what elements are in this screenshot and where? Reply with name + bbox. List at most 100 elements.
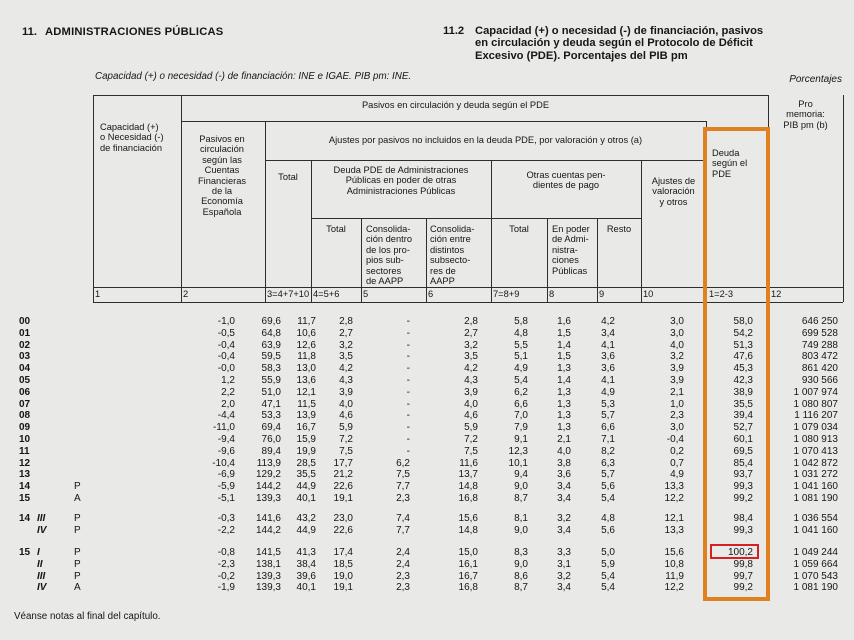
value-cell: 1 041 160 [793,481,839,493]
value-cell: 40,1 [296,582,316,594]
value-cell: 7,2 [339,433,353,445]
row-year-label: 00 [19,316,31,327]
value-cell: 3,5 [339,351,353,363]
column-numbers-row: 1 2 3=4+7+10 4=5+6 5 6 7=8+9 8 9 10 1=2-3 12 [0,289,854,302]
value-cell: 19,1 [333,582,353,594]
value-cell: 38,4 [296,558,316,570]
value-cell: 9,1 [514,433,528,445]
value-cell: 1 080 913 [793,433,839,445]
value-cell: 99,8 [733,558,753,570]
table-row: 08 -4,4 53,3 13,9 4,6 - 4,6 7,0 1,3 5,7 2,3 39,4 1 1… [0,410,854,422]
value-cell: 139,3 [255,492,281,504]
value-cell: 19,9 [296,445,316,457]
value-cell: - [406,339,410,351]
value-cell: -9,6 [217,445,235,457]
value-cell: 99,3 [733,524,753,536]
table-rule [547,218,548,302]
value-cell: 45,3 [733,363,753,375]
value-cell: - [406,422,410,434]
value-cell: 13,6 [296,374,316,386]
value-cell: 58,0 [733,316,753,327]
value-cell: 42,3 [733,374,753,386]
value-cell: 2,7 [339,327,353,339]
value-cell: - [406,445,410,457]
value-cell: 19,0 [333,570,353,582]
row-year-label: 08 [19,410,31,422]
value-cell: 1,4 [557,339,571,351]
value-cell: - [406,327,410,339]
value-cell: 3,9 [339,386,353,398]
table-number: 11.2 [443,25,465,37]
header-group-deuda-aapp: Deuda PDE de Administraciones Públicas e… [333,165,469,196]
table-rule [843,95,844,302]
value-cell: 39,6 [296,570,316,582]
value-cell: 3,2 [339,339,353,351]
value-cell: 1 081 190 [793,582,839,594]
value-cell: 803 472 [801,351,838,363]
table-rule [641,160,642,302]
row-quarter-label: III [37,570,46,582]
row-status-label: P [74,481,81,493]
column-number: 12 [771,289,782,299]
table-row: 10 -9,4 76,0 15,9 7,2 - 7,2 9,1 2,1 7,1 -0,4 60,1 1 … [0,434,854,446]
value-cell: 2,2 [221,386,235,398]
value-cell: 3,4 [557,582,571,594]
value-cell: 35,5 [296,469,316,481]
value-cell: 4,8 [601,513,615,524]
row-quarter-label: IV [37,524,47,536]
value-cell: 54,2 [733,327,753,339]
value-cell: 8,7 [514,582,528,594]
value-cell: 1 059 664 [793,558,839,570]
value-cell: 4,1 [601,339,615,351]
value-cell: 113,9 [256,457,281,469]
value-cell: 4,2 [339,363,353,375]
value-cell: 1 116 207 [794,410,838,422]
value-cell: 63,9 [261,339,281,351]
value-cell: 3,3 [557,547,571,558]
value-cell: 7,7 [396,524,410,536]
value-cell: -0,2 [217,570,235,582]
header-en-poder: En poder de Admi- nistra- ciones Pública… [552,224,590,276]
value-cell: 1,5 [557,351,571,363]
value-cell: 47,6 [733,351,753,363]
alert-highlight-box [710,544,759,559]
value-cell: 5,4 [601,582,615,594]
column-number: 4=5+6 [313,289,340,299]
value-cell: 16,7 [458,570,478,582]
value-cell: 5,0 [601,547,615,558]
table-row: 01 -0,5 64,8 10,6 2,7 - 2,7 4,8 1,5 3,4 3,0 54,2 699… [0,328,854,340]
value-cell: -0,4 [217,351,235,363]
value-cell: 5,4 [601,492,615,504]
value-cell: 53,3 [261,410,281,422]
source-note: Capacidad (+) o necesidad (-) de financi… [95,71,412,82]
value-cell: 40,1 [296,492,316,504]
table-row: 02 -0,4 63,9 12,6 3,2 - 3,2 5,5 1,4 4,1 4,0 51,3 749… [0,340,854,352]
page-title: ADMINISTRACIONES PÚBLICAS [45,26,224,38]
row-quarter-label: IV [37,582,47,594]
units-label: Porcentajes [789,74,842,85]
column-number: 5 [363,289,369,299]
value-cell: 12,1 [664,513,684,524]
value-cell: 99,7 [733,570,753,582]
value-cell: 3,6 [601,363,615,375]
value-cell: 12,6 [296,339,316,351]
value-cell: 4,6 [464,410,478,422]
header-total-4: Total [326,224,346,234]
value-cell: 3,2 [557,513,571,524]
highlight-column-box [703,127,770,601]
value-cell: 13,9 [296,410,316,422]
value-cell: 64,8 [261,327,281,339]
header-pasivos-cuentas: Pasivos en circulación según las Cuentas… [197,134,247,217]
table-rule [361,218,362,302]
value-cell: 7,5 [396,469,410,481]
header-pro-memoria: Pro memoria: PIB pm (b) [783,99,828,130]
value-cell: 6,3 [601,457,615,469]
annual-rows: 00 -1,0 69,6 11,7 2,8-2,8 5,8 1,6 4,2 3,0 58,0 646… [0,316,854,505]
value-cell: 4,0 [339,398,353,410]
value-cell: - [406,410,410,422]
value-cell: 1,3 [557,363,571,375]
value-cell: 749 288 [801,339,838,351]
value-cell: 69,5 [733,445,753,457]
value-cell: 5,6 [601,481,615,493]
table-row: II P -2,3 138,1 38,4 18,5 2,4 16,1 9,0 3,1 5,9 10,8… [0,559,854,571]
